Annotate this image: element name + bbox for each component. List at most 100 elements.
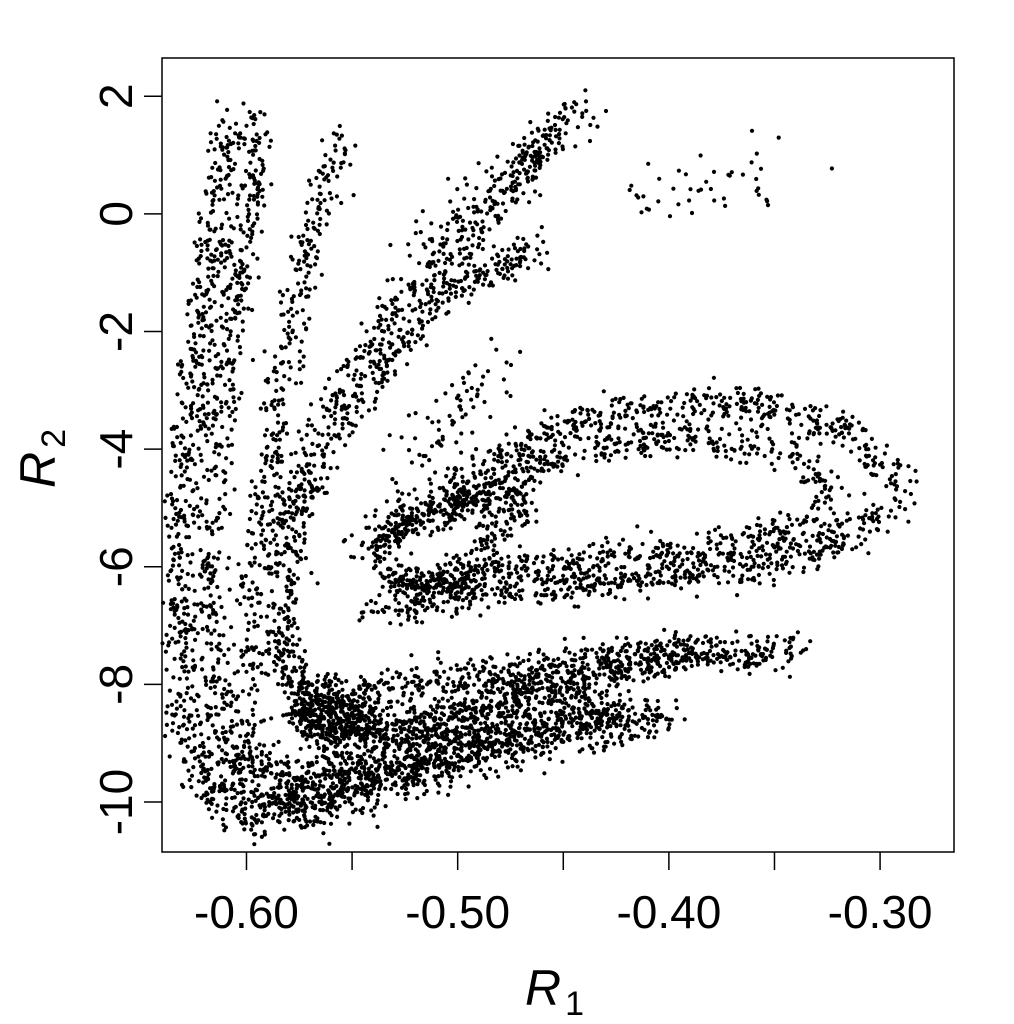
scatter-point — [490, 721, 495, 726]
scatter-point — [271, 369, 276, 374]
scatter-point — [275, 551, 280, 556]
scatter-point — [626, 708, 631, 713]
scatter-point — [598, 714, 604, 719]
scatter-point — [460, 758, 465, 763]
scatter-point — [373, 700, 378, 705]
scatter-point — [315, 816, 320, 821]
scatter-point — [385, 680, 390, 685]
scatter-point — [288, 365, 293, 370]
scatter-point — [413, 340, 418, 345]
scatter-point — [554, 669, 559, 674]
scatter-point — [301, 521, 306, 526]
scatter-point — [280, 360, 286, 365]
scatter-point — [471, 233, 476, 238]
scatter-point — [446, 310, 451, 315]
scatter-point — [597, 727, 602, 732]
scatter-point — [540, 721, 545, 726]
scatter-point — [505, 652, 510, 657]
scatter-point — [187, 447, 192, 452]
scatter-point — [619, 739, 624, 745]
scatter-point — [381, 682, 387, 687]
scatter-point — [185, 458, 190, 463]
scatter-point — [293, 267, 298, 272]
scatter-point — [545, 157, 550, 162]
scatter-point — [402, 755, 408, 760]
scatter-point — [690, 649, 695, 654]
scatter-point — [185, 612, 191, 617]
scatter-point — [272, 602, 277, 607]
scatter-point — [193, 637, 198, 643]
scatter-point — [475, 222, 480, 227]
scatter-point — [447, 705, 453, 710]
scatter-point — [186, 586, 191, 592]
scatter-point — [466, 706, 471, 711]
scatter-point — [273, 561, 279, 566]
scatter-point — [164, 710, 169, 715]
scatter-point — [419, 712, 424, 717]
scatter-point — [618, 718, 623, 723]
scatter-point — [286, 309, 291, 314]
scatter-point — [345, 787, 351, 792]
scatter-point — [271, 742, 276, 748]
scatter-point — [211, 273, 216, 278]
scatter-point — [327, 810, 332, 815]
scatter-point — [203, 675, 208, 680]
scatter-point — [659, 712, 664, 718]
scatter-point — [462, 681, 468, 686]
scatter-point — [255, 256, 260, 261]
scatter-point — [301, 446, 306, 451]
scatter-point — [472, 764, 477, 769]
scatter-point — [371, 813, 376, 818]
scatter-point — [232, 487, 237, 492]
scatter-point — [256, 275, 261, 280]
scatter-point — [261, 814, 267, 819]
scatter-point — [197, 509, 203, 514]
scatter-point — [764, 647, 769, 652]
scatter-point — [184, 676, 189, 681]
scatter-point — [267, 647, 272, 652]
scatter-point — [586, 696, 591, 701]
scatter-point — [502, 262, 507, 267]
scatter-point — [432, 745, 437, 750]
scatter-point — [214, 247, 219, 252]
scatter-point — [557, 127, 562, 132]
scatter-point — [522, 736, 528, 741]
scatter-point — [199, 458, 204, 463]
scatter-point — [196, 754, 201, 759]
scatter-point — [215, 803, 220, 808]
scatter-point — [743, 660, 748, 665]
scatter-point — [350, 393, 356, 399]
scatter-point — [250, 764, 255, 769]
scatter-point — [260, 528, 266, 533]
scatter-point — [190, 684, 195, 689]
scatter-point — [344, 761, 349, 766]
scatter-point — [402, 726, 407, 732]
scatter-point — [654, 707, 659, 712]
scatter-point — [456, 687, 461, 692]
scatter-point — [297, 817, 302, 823]
scatter-point — [302, 471, 307, 476]
scatter-point — [305, 238, 310, 243]
scatter-point — [681, 665, 687, 670]
scatter-point — [385, 667, 390, 672]
scatter-point — [367, 344, 372, 349]
scatter-point — [347, 754, 352, 760]
scatter-point — [221, 633, 226, 638]
scatter-point — [269, 716, 274, 721]
scatter-point — [415, 333, 420, 338]
scatter-point — [580, 664, 585, 670]
scatter-point — [457, 247, 462, 252]
scatter-point — [398, 327, 403, 332]
scatter-point — [468, 657, 473, 662]
scatter-point — [703, 656, 708, 661]
scatter-point — [275, 456, 280, 461]
scatter-point — [641, 679, 646, 684]
scatter-point — [599, 700, 604, 706]
scatter-point — [318, 191, 323, 197]
scatter-point — [178, 547, 183, 552]
scatter-point — [472, 728, 477, 733]
scatter-point — [329, 398, 334, 403]
scatter-point — [169, 525, 174, 530]
scatter-point — [211, 789, 216, 794]
